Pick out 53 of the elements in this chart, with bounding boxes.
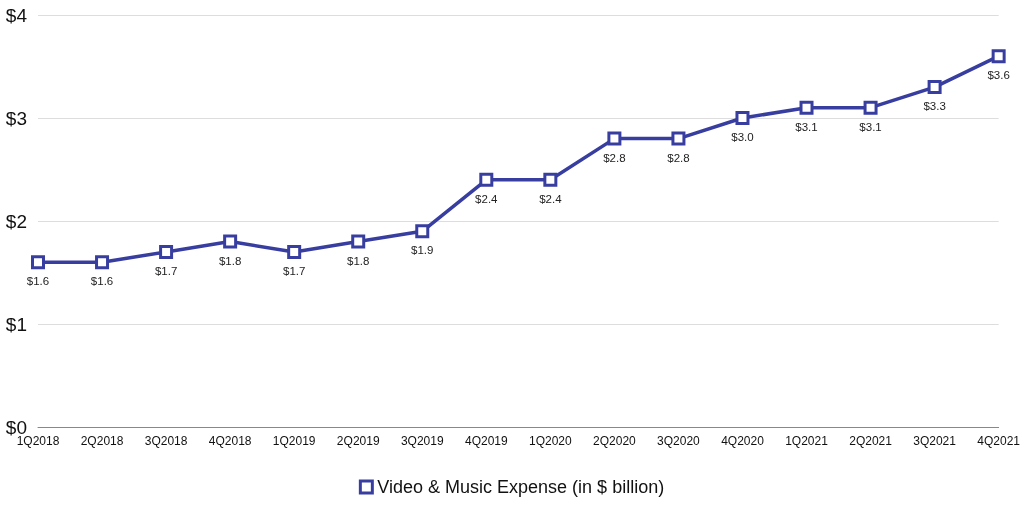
x-tick-label: 3Q2021 bbox=[913, 434, 957, 448]
x-tick-label: 3Q2018 bbox=[144, 434, 188, 448]
point bbox=[671, 131, 686, 146]
x-tick-label: 1Q2018 bbox=[16, 434, 60, 448]
x-tick-label: 3Q2020 bbox=[657, 434, 701, 448]
x-tick-label: 4Q2021 bbox=[977, 434, 1021, 448]
y-tick-label: $1 bbox=[5, 313, 27, 335]
point bbox=[607, 131, 622, 146]
x-tick-label: 2Q2018 bbox=[80, 434, 124, 448]
x-tick-label: 4Q2020 bbox=[721, 434, 765, 448]
x-tick-label: 2Q2021 bbox=[849, 434, 893, 448]
x-tick-label: 1Q2020 bbox=[528, 434, 573, 448]
x-tick-label: 1Q2021 bbox=[785, 434, 829, 448]
point bbox=[863, 100, 878, 115]
x-tick-label: 3Q2019 bbox=[400, 434, 444, 448]
point bbox=[287, 244, 302, 259]
x-tick-label: 2Q2020 bbox=[593, 434, 637, 448]
y-tick-label: $3 bbox=[5, 107, 27, 129]
point bbox=[799, 100, 814, 115]
point bbox=[351, 234, 366, 249]
point bbox=[991, 49, 1006, 64]
point bbox=[735, 111, 750, 125]
point bbox=[223, 234, 238, 249]
x-tick-label: 4Q2018 bbox=[208, 434, 252, 448]
data-label: $1.6 bbox=[90, 275, 114, 288]
data-label: $1.9 bbox=[411, 244, 434, 257]
data-label: $3.1 bbox=[859, 120, 882, 133]
point bbox=[95, 255, 110, 270]
point bbox=[543, 172, 558, 187]
data-label: $3.3 bbox=[923, 100, 946, 113]
data-label: $1.6 bbox=[26, 275, 50, 288]
data-label: $3.6 bbox=[987, 69, 1010, 82]
data-label: $1.7 bbox=[282, 264, 306, 277]
y-tick-label: $2 bbox=[5, 210, 27, 232]
x-tick-label: 2Q2019 bbox=[336, 434, 380, 448]
data-label: $1.7 bbox=[154, 264, 178, 277]
point bbox=[927, 80, 942, 95]
point bbox=[159, 244, 174, 259]
data-label: $2.4 bbox=[539, 192, 563, 205]
point bbox=[479, 172, 494, 187]
data-label: $1.8 bbox=[347, 254, 370, 267]
point bbox=[415, 224, 430, 239]
data-label: $1.8 bbox=[218, 254, 242, 267]
data-label: $3.1 bbox=[795, 120, 818, 133]
y-tick-label: $4 bbox=[5, 4, 28, 26]
data-label: $2.4 bbox=[475, 192, 499, 205]
x-tick-label: 1Q2019 bbox=[272, 434, 316, 448]
data-label: $3.0 bbox=[731, 131, 754, 143]
legend-label: Video & Music Expense (in $ billion) bbox=[377, 477, 665, 497]
x-tick-label: 4Q2019 bbox=[464, 434, 508, 448]
data-label: $2.8 bbox=[603, 151, 626, 164]
data-label: $2.8 bbox=[667, 151, 690, 164]
point bbox=[31, 255, 45, 270]
